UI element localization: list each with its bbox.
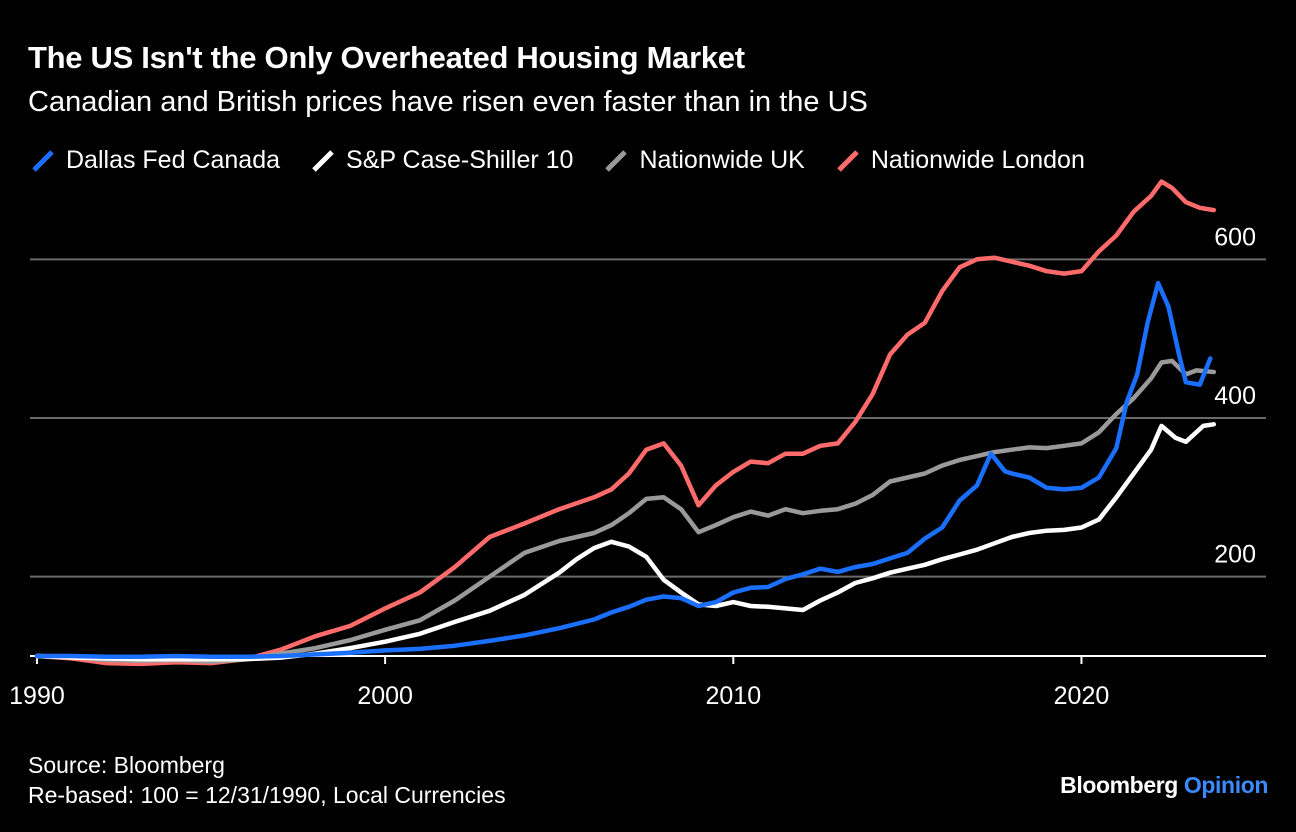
x-tick-label-2000: 2000 xyxy=(357,682,413,710)
rebase-note: Re-based: 100 = 12/31/1990, Local Curren… xyxy=(28,782,506,808)
legend-label-canada: Dallas Fed Canada xyxy=(66,146,281,174)
legend-item-london: Nationwide London xyxy=(835,146,1085,175)
x-tick-label-2010: 2010 xyxy=(705,682,761,710)
legend-item-canada: Dallas Fed Canada xyxy=(30,146,280,175)
chart-title: The US Isn't the Only Overheated Housing… xyxy=(28,40,745,75)
series-line-uk xyxy=(34,358,1217,664)
y-tick-label-400: 400 xyxy=(1214,382,1256,410)
legend-swatch-uk xyxy=(605,149,628,172)
source-note: Source: Bloomberg xyxy=(28,752,225,778)
brand-section: Opinion xyxy=(1183,772,1268,798)
chart-subtitle: Canadian and British prices have risen e… xyxy=(28,86,868,118)
legend: Dallas Fed Canada S&P Case-Shiller 10 Na… xyxy=(30,146,1085,175)
footer: Source: Bloomberg Re-based: 100 = 12/31/… xyxy=(28,750,506,810)
series-line-canada xyxy=(34,280,1213,660)
legend-swatch-case-shiller xyxy=(312,149,334,172)
series-line-case-shiller xyxy=(34,422,1217,662)
legend-label-case-shiller: S&P Case-Shiller 10 xyxy=(346,146,574,174)
legend-swatch-london xyxy=(837,149,859,172)
legend-item-uk: Nationwide UK xyxy=(603,146,805,175)
x-tick-label-2020: 2020 xyxy=(1054,682,1110,710)
brand-logo: Bloomberg Opinion xyxy=(1060,772,1268,799)
legend-item-case-shiller: S&P Case-Shiller 10 xyxy=(310,146,573,175)
series-line-london xyxy=(34,179,1217,667)
legend-label-uk: Nationwide UK xyxy=(639,146,805,174)
legend-label-london: Nationwide London xyxy=(870,146,1085,174)
y-tick-label-200: 200 xyxy=(1214,541,1256,569)
y-tick-label-600: 600 xyxy=(1214,223,1256,251)
brand-name: Bloomberg xyxy=(1060,772,1178,798)
x-tick-label-1990: 1990 xyxy=(9,682,65,710)
legend-swatch-canada xyxy=(32,149,54,172)
